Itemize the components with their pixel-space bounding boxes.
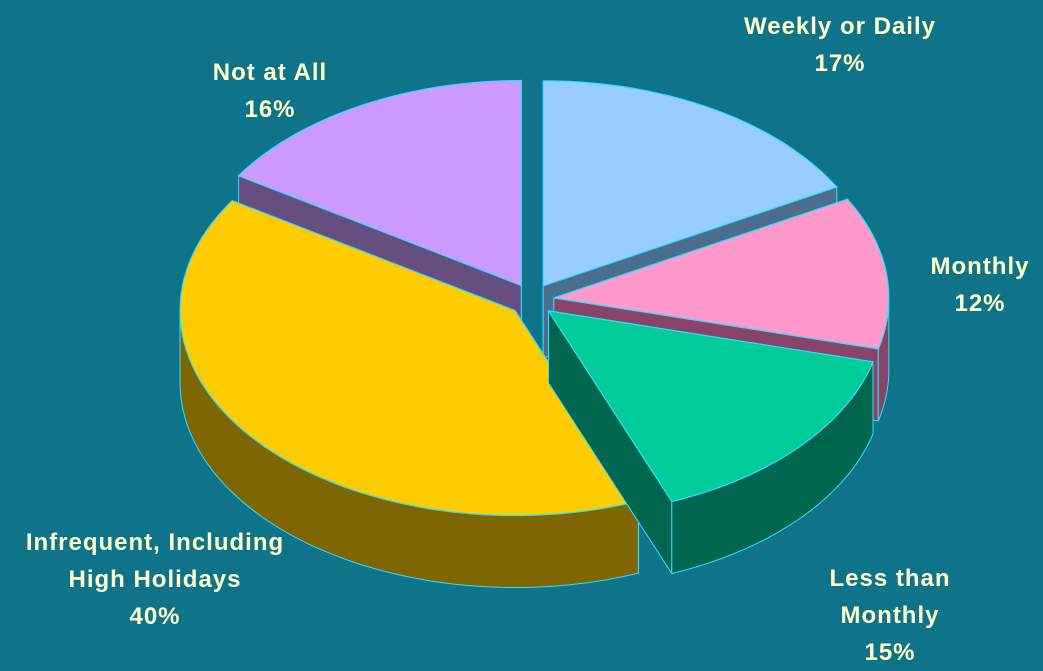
label-name: Less than Monthly bbox=[829, 565, 951, 629]
slice-label: Infrequent, Including High Holidays 40% bbox=[20, 524, 290, 635]
slice bbox=[237, 79, 522, 287]
label-name: Monthly bbox=[930, 253, 1030, 280]
slice bbox=[547, 310, 874, 503]
label-value: 12% bbox=[954, 290, 1006, 317]
slice-label: Less than Monthly 15% bbox=[800, 560, 980, 671]
slice-label: Not at All 16% bbox=[160, 54, 380, 128]
label-value: 40% bbox=[129, 603, 181, 630]
slice bbox=[542, 80, 838, 287]
label-name: Infrequent, Including High Holidays bbox=[25, 529, 285, 593]
slice bbox=[179, 200, 640, 517]
label-value: 17% bbox=[814, 50, 866, 77]
label-value: 16% bbox=[244, 96, 296, 123]
slice bbox=[553, 198, 890, 350]
label-value: 15% bbox=[864, 639, 916, 666]
label-name: Not at All bbox=[212, 59, 328, 86]
slice-label: Weekly or Daily 17% bbox=[690, 8, 990, 82]
label-name: Weekly or Daily bbox=[744, 13, 936, 40]
slice-label: Monthly 12% bbox=[880, 248, 1043, 322]
